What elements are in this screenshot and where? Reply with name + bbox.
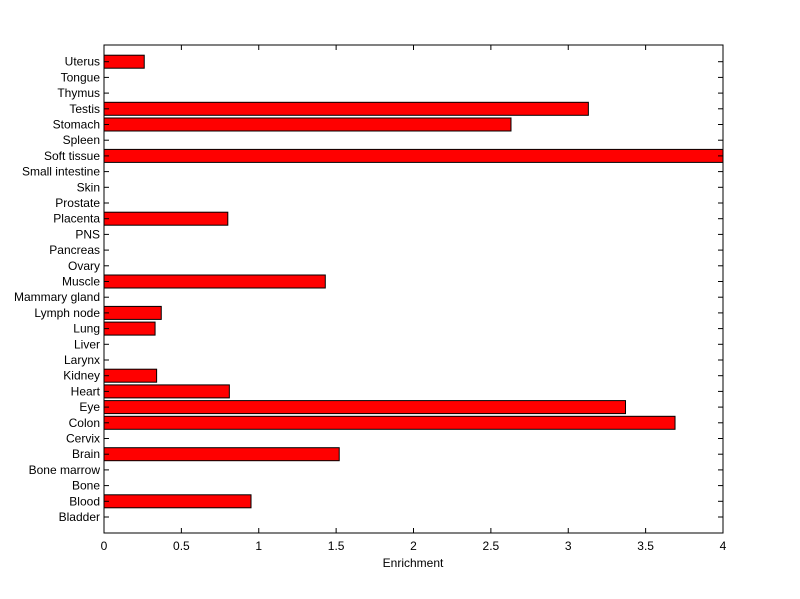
y-tick-label: Prostate bbox=[55, 196, 100, 210]
bar-uterus bbox=[103, 54, 145, 69]
y-tick-label: Soft tissue bbox=[44, 149, 100, 163]
y-tick-label: Blood bbox=[69, 494, 100, 508]
y-tick-label: Testis bbox=[69, 102, 100, 116]
bar-placenta bbox=[103, 211, 229, 226]
y-tick-label: Stomach bbox=[53, 118, 100, 132]
bar-eye bbox=[103, 400, 627, 415]
y-tick-label: Thymus bbox=[57, 86, 100, 100]
y-tick-label: Bladder bbox=[59, 510, 100, 524]
y-tick-label: Cervix bbox=[66, 432, 100, 446]
y-tick-label: Liver bbox=[74, 337, 100, 351]
y-tick-label: Mammary gland bbox=[14, 290, 100, 304]
y-tick-label: Lung bbox=[73, 322, 100, 336]
x-tick-label: 0 bbox=[101, 539, 108, 553]
bar-testis bbox=[103, 101, 589, 116]
x-tick-label: 3 bbox=[565, 539, 572, 553]
x-tick-label: 0.5 bbox=[173, 539, 190, 553]
x-tick-labels: 0 0.5 1 1.5 2 2.5 3 3.5 4 bbox=[101, 539, 727, 553]
y-tick-label: Spleen bbox=[63, 133, 100, 147]
y-tick-label: Colon bbox=[69, 416, 100, 430]
x-tick-label: 3.5 bbox=[637, 539, 654, 553]
y-tick-label: Muscle bbox=[62, 275, 100, 289]
bar-blood bbox=[103, 494, 252, 509]
bar-stomach bbox=[103, 117, 512, 132]
y-tick-label: PNS bbox=[75, 227, 100, 241]
y-tick-label: Brain bbox=[72, 447, 100, 461]
y-tick-label: Heart bbox=[71, 384, 101, 398]
bar-soft-tissue bbox=[103, 148, 724, 163]
x-tick-label: 1.5 bbox=[328, 539, 345, 553]
y-tick-label: Skin bbox=[77, 180, 100, 194]
y-tick-label: Larynx bbox=[64, 353, 100, 367]
bar-lung bbox=[103, 321, 156, 336]
y-tick-label: Kidney bbox=[63, 369, 100, 383]
y-tick-label: Small intestine bbox=[22, 165, 100, 179]
y-tick-label: Tongue bbox=[61, 70, 101, 84]
y-tick-label: Bone bbox=[72, 479, 100, 493]
y-tick-label: Placenta bbox=[53, 212, 100, 226]
x-tick-label: 1 bbox=[255, 539, 262, 553]
x-tick-label: 2.5 bbox=[483, 539, 500, 553]
bar-muscle bbox=[103, 274, 326, 289]
bar-brain bbox=[103, 447, 340, 462]
x-axis-label: Enrichment bbox=[383, 556, 444, 570]
bar-colon bbox=[103, 415, 676, 430]
bar-kidney bbox=[103, 368, 158, 383]
bar-lymph-node bbox=[103, 305, 162, 320]
y-tick-label: Ovary bbox=[68, 259, 100, 273]
x-tick-label: 4 bbox=[720, 539, 727, 553]
y-tick-label: Lymph node bbox=[34, 306, 100, 320]
y-tick-label: Uterus bbox=[65, 55, 100, 69]
y-tick-label: Eye bbox=[79, 400, 100, 414]
ticks-layer bbox=[103, 45, 724, 533]
bar-heart bbox=[103, 384, 230, 399]
y-tick-label: Bone marrow bbox=[29, 463, 101, 477]
y-tick-label: Pancreas bbox=[49, 243, 100, 257]
x-tick-label: 2 bbox=[410, 539, 417, 553]
